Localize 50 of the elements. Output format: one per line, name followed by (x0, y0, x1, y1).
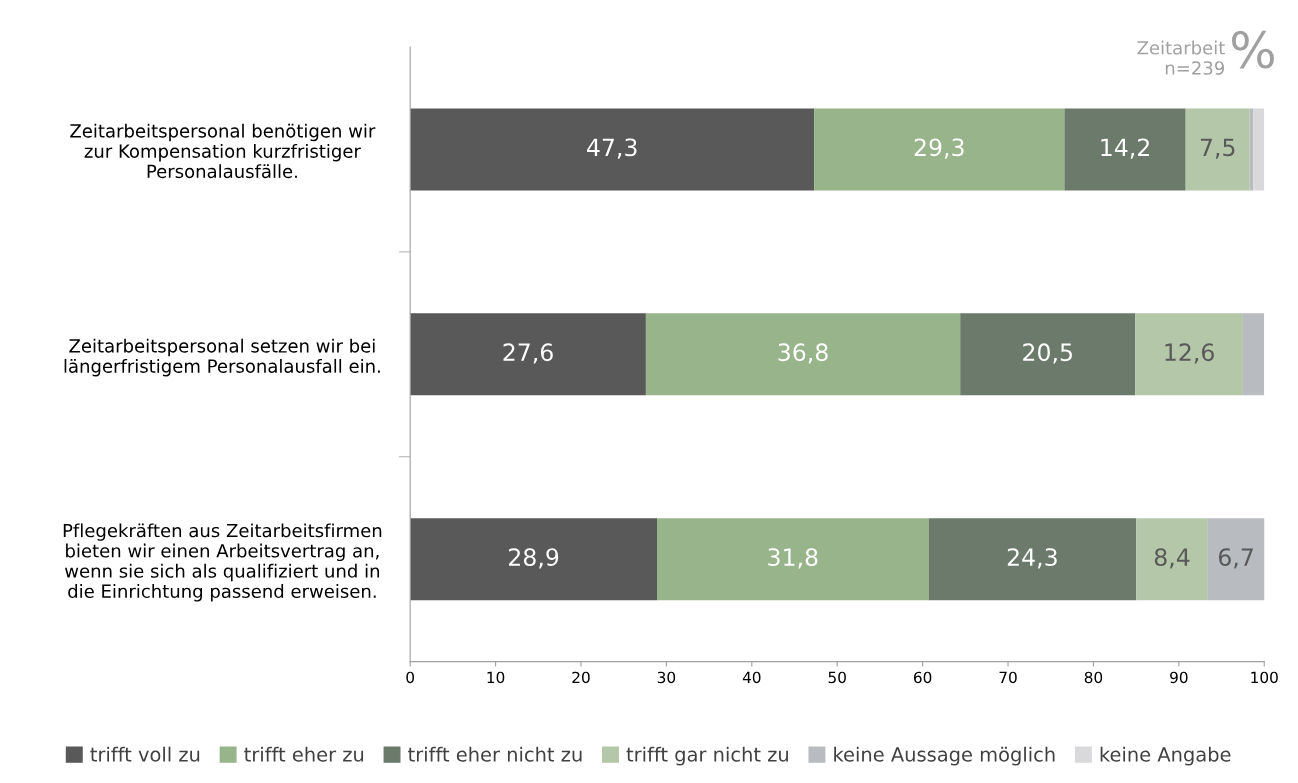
bar (1253, 108, 1265, 191)
x-tick-label: 10 (487, 671, 505, 684)
y-tick-label: Zeitarbeitspersonal benötigen wir zur Kompensation kurzfristiger Personalausfälle. (70, 123, 376, 179)
legend-label: trifft eher zu (244, 746, 364, 762)
bar (1207, 518, 1265, 601)
y-tick-label: Pflegekräften aus Zeitarbeitsfirmen bieten wir einen Arbeitsvertrag an, wenn sie sich als qualifiziert und in die Einrichtung passend erweisen. (63, 523, 382, 602)
data-label: 29,3 (914, 138, 964, 159)
data-label: 8,4 (1154, 548, 1190, 569)
legend-label: trifft voll zu (90, 746, 200, 762)
x-tick-label: 50 (828, 671, 846, 684)
data-label: 31,8 (768, 548, 818, 569)
data-label: 47,3 (587, 138, 637, 159)
x-tick-label: 70 (999, 671, 1017, 684)
legend-label: trifft eher nicht zu (408, 746, 582, 762)
data-label: 20,5 (1023, 343, 1072, 364)
bar (1242, 313, 1265, 396)
bar (1135, 313, 1243, 396)
annotation: Zeitarbeit n=239 (1137, 40, 1225, 75)
y-tick-label: Zeitarbeitspersonal setzen wir bei längerfristigem Personalausfall ein. (64, 338, 380, 377)
bar (410, 108, 815, 191)
x-tick-label: 20 (572, 671, 590, 684)
annotation: % (1231, 30, 1274, 69)
data-label: 6,7 (1218, 548, 1253, 569)
legend-label: trifft gar nicht zu (626, 746, 788, 766)
bar (960, 313, 1136, 396)
bar (928, 518, 1137, 601)
bar (657, 518, 929, 601)
bar (814, 108, 1065, 191)
x-tick-label: 40 (742, 671, 761, 684)
data-label: 36,8 (778, 343, 828, 364)
bar (1136, 518, 1208, 601)
x-tick-label: 80 (1084, 671, 1103, 684)
bar (1064, 108, 1186, 191)
data-label: 27,6 (503, 343, 553, 364)
bar (410, 313, 646, 396)
x-tick-label: 90 (1170, 671, 1188, 684)
data-label: 12,6 (1165, 343, 1214, 364)
x-tick-label: 30 (657, 671, 676, 684)
data-label: 14,2 (1101, 138, 1149, 159)
legend-label: keine Angabe (1100, 746, 1231, 766)
bar (1185, 108, 1250, 191)
legend-label: keine Aussage möglich (834, 746, 1055, 766)
data-label: 24,3 (1007, 548, 1057, 569)
x-tick-label: 100 (1251, 671, 1278, 684)
bar (410, 518, 657, 601)
x-tick-label: 0 (406, 671, 415, 684)
data-label: 7,5 (1200, 138, 1235, 159)
bar (645, 313, 961, 396)
data-label: 28,9 (509, 548, 559, 569)
x-tick-label: 60 (913, 671, 932, 684)
